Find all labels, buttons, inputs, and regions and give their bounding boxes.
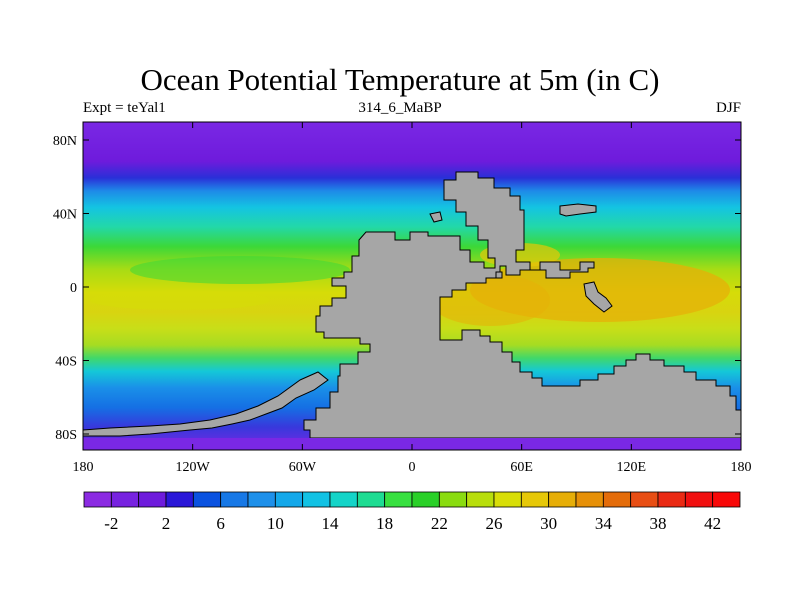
experiment-label: Expt = teYal1 bbox=[83, 100, 166, 116]
colorbar-swatch bbox=[520, 491, 550, 508]
colorbar-swatch bbox=[493, 491, 522, 508]
season-label: DJF bbox=[715, 100, 741, 116]
colorbar-label: 2 bbox=[162, 514, 171, 533]
x-tick-label: 120E bbox=[617, 460, 647, 475]
colorbar-swatch bbox=[438, 491, 468, 508]
colorbar-swatch bbox=[138, 491, 167, 508]
axis-ticks: 180 120W 60W 0 60E 120E 180 80N 40N 0 40S 80S bbox=[53, 122, 752, 475]
period-label: 314_6_MaBP bbox=[358, 100, 442, 116]
colorbar-label: 34 bbox=[595, 514, 613, 533]
colorbar-swatch bbox=[165, 491, 194, 508]
y-tick-label: 40S bbox=[55, 355, 77, 370]
colorbar-swatch bbox=[356, 491, 386, 508]
colorbar-swatch bbox=[220, 491, 249, 508]
colorbar-swatch bbox=[466, 491, 495, 508]
y-tick-label: 80S bbox=[55, 428, 77, 443]
y-tick-label: 80N bbox=[53, 134, 77, 149]
colorbar-swatch bbox=[602, 491, 632, 508]
colorbar-swatch bbox=[110, 491, 140, 508]
x-tick-label: 60W bbox=[289, 460, 317, 475]
colorbar-label: 26 bbox=[486, 514, 503, 533]
y-tick-label: 0 bbox=[70, 281, 77, 296]
colorbar-swatch bbox=[630, 491, 659, 508]
colorbar-swatch bbox=[83, 491, 112, 508]
colorbar-swatch bbox=[247, 491, 276, 508]
colorbar-swatch bbox=[384, 491, 413, 508]
x-tick-label: 180 bbox=[73, 460, 94, 475]
colorbar-swatch bbox=[548, 491, 577, 508]
colorbar-label: 42 bbox=[704, 514, 721, 533]
x-tick-label: 180 bbox=[731, 460, 752, 475]
colorbar-label: 10 bbox=[267, 514, 284, 533]
colorbar-label: 6 bbox=[216, 514, 225, 533]
x-tick-label: 120W bbox=[176, 460, 211, 475]
colorbar: -2 2 6 10 14 18 22 26 30 34 38 42 bbox=[83, 491, 741, 533]
colorbar-label: 30 bbox=[540, 514, 557, 533]
colorbar-swatch bbox=[575, 491, 604, 508]
colorbar-swatch bbox=[684, 491, 714, 508]
land-mass bbox=[83, 171, 741, 439]
x-tick-label: 0 bbox=[409, 460, 416, 475]
y-tick-label: 40N bbox=[53, 208, 77, 223]
colorbar-label: -2 bbox=[104, 514, 118, 533]
x-tick-label: 60E bbox=[510, 460, 533, 475]
colorbar-label: 22 bbox=[431, 514, 448, 533]
colorbar-swatch bbox=[329, 491, 358, 508]
colorbar-swatch bbox=[411, 491, 440, 508]
colorbar-swatch bbox=[302, 491, 331, 508]
colorbar-label: 38 bbox=[650, 514, 667, 533]
colorbar-label: 18 bbox=[376, 514, 393, 533]
colorbar-swatch bbox=[712, 491, 741, 508]
colorbar-swatch bbox=[274, 491, 304, 508]
map-title: Ocean Potential Temperature at 5m (in C) bbox=[140, 62, 660, 97]
colorbar-swatch bbox=[192, 491, 222, 508]
colorbar-label: 14 bbox=[322, 514, 340, 533]
colorbar-swatch bbox=[657, 491, 686, 508]
